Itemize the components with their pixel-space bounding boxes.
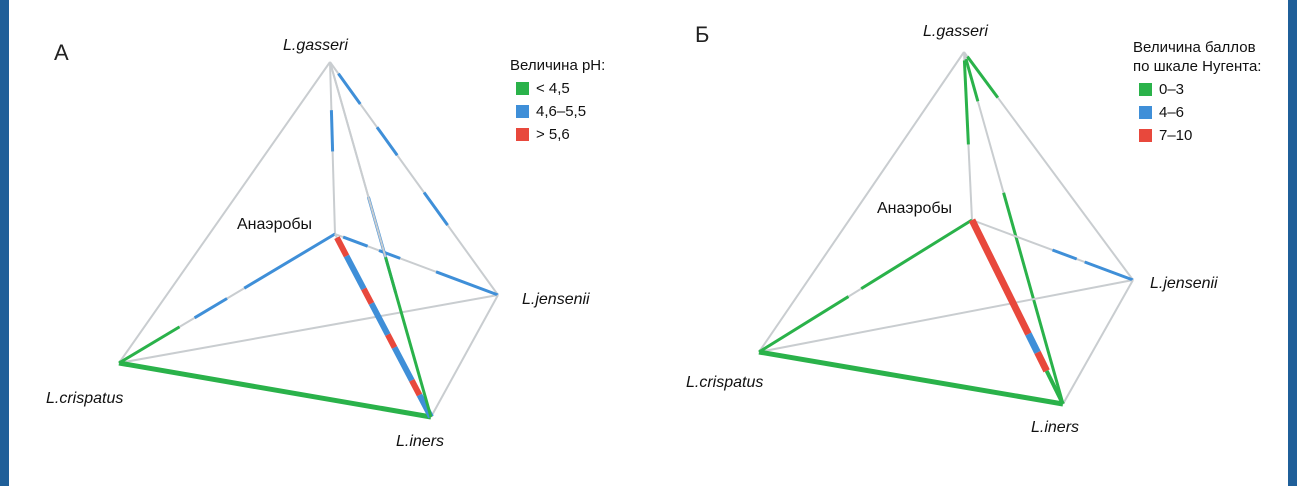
edge-G-C — [758, 51, 965, 353]
legend-item: 4–6 — [1133, 103, 1261, 122]
vertex-label-anaerobes: Анаэробы — [237, 216, 312, 233]
edge-segment-blue — [1025, 332, 1041, 355]
edge-J-I — [1062, 279, 1134, 405]
vertex-label-crispatus: L.crispatus — [686, 374, 763, 391]
page-frame-right — [1288, 0, 1297, 486]
edge-segment-green — [1044, 369, 1065, 405]
legend-item: 0–3 — [1133, 80, 1261, 99]
edge-segment-red — [334, 236, 350, 258]
edge-G-C — [118, 61, 331, 364]
edge-segment-blue — [193, 297, 228, 320]
panel-a-diagram: L.gasseri Анаэробы L.jensenii L.crispatu… — [46, 37, 590, 450]
edge-segment-red — [968, 218, 1032, 336]
legend-swatch-blue — [516, 105, 529, 118]
edge-J-I — [430, 294, 499, 418]
edge-segment-green — [962, 60, 970, 145]
edge-segment-green — [118, 360, 432, 420]
panel-a-edges — [118, 61, 499, 420]
edge-segment-blue — [337, 72, 362, 105]
vertex-label-iners: L.iners — [1031, 419, 1079, 436]
panel-a-letter: А — [54, 40, 69, 65]
legend-title: Величина pH: — [510, 57, 606, 74]
edge-segment-green — [964, 58, 980, 102]
legend-swatch-blue — [1139, 106, 1152, 119]
edge-segment-red — [385, 333, 398, 349]
legend-title-line1: Величина баллов — [1133, 39, 1256, 56]
edge-segment-blue — [368, 302, 391, 337]
legend-swatch-green — [516, 82, 529, 95]
edge-segment-green — [118, 325, 181, 365]
legend-label: > 5,6 — [536, 126, 570, 143]
vertex-label-gasseri: L.gasseri — [923, 23, 988, 40]
legend-label: < 4,5 — [536, 80, 570, 97]
vertex-label-gasseri: L.gasseri — [283, 37, 348, 54]
panel-b-diagram: L.gasseri Анаэробы L.jensenii L.crispatu… — [686, 23, 1218, 436]
vertex-label-crispatus: L.crispatus — [46, 390, 123, 407]
legend-item: 4,6–5,5 — [510, 102, 605, 121]
edge-segment-blue — [422, 191, 449, 226]
panel-a-legend: Величина pH: < 4,5 4,6–5,5 > 5,6 — [510, 56, 605, 144]
legend-label: 7–10 — [1159, 127, 1193, 144]
edge-C-J — [118, 294, 499, 364]
page-frame-left — [0, 0, 9, 486]
panel-b-legend: Величина баллов по шкале Нугента: 0–3 4–… — [1133, 38, 1261, 145]
edge-segment-green — [758, 349, 1064, 407]
edge-segment-blue — [375, 126, 399, 157]
legend-item: < 4,5 — [510, 79, 605, 98]
edge-segment-blue — [329, 110, 335, 152]
edge-segment-red — [409, 379, 423, 397]
legend-swatch-green — [1139, 83, 1152, 96]
panel-b: Б L.gasseri Анаэробы L.jensenii L.crispa… — [655, 14, 1285, 464]
edge-segment-red — [1034, 350, 1050, 373]
edge-segment-blue — [342, 235, 369, 248]
legend-item: 7–10 — [1133, 126, 1261, 145]
edge-segment-blue — [378, 249, 401, 260]
panel-b-edges — [758, 51, 1134, 407]
legend-title-line2: по шкале Нугента: — [1133, 58, 1262, 75]
panel-b-letter: Б — [695, 22, 710, 47]
edge-segment-blue — [1051, 248, 1078, 261]
legend-label: 4–6 — [1159, 104, 1185, 121]
legend-swatch-red — [516, 128, 529, 141]
edge-segment-blue — [435, 270, 499, 297]
edge-segment-blue — [391, 346, 415, 382]
vertex-label-iners: L.iners — [396, 433, 444, 450]
edge-segment-green — [758, 295, 850, 354]
edge-segment-blue — [343, 254, 367, 291]
legend-item: > 5,6 — [510, 125, 605, 144]
vertex-label-anaerobes: Анаэробы — [877, 200, 952, 217]
edge-segment-blue — [243, 232, 336, 290]
panel-a: А L.gasseri Анаэробы L.jensenii L.crispa… — [13, 14, 647, 464]
edge-segment-green — [384, 256, 433, 418]
legend-label: 4,6–5,5 — [536, 103, 587, 120]
legend-swatch-red — [1139, 129, 1152, 142]
legend-label: 0–3 — [1159, 81, 1185, 98]
edge-segment-green — [860, 218, 973, 290]
edge-segment-green — [966, 55, 1000, 99]
edge-C-J — [758, 279, 1134, 353]
vertex-label-jensenii: L.jensenii — [1150, 275, 1218, 292]
edge-segment-red — [361, 287, 375, 305]
edge-segment-blue — [1084, 260, 1134, 282]
vertex-label-jensenii: L.jensenii — [522, 291, 590, 308]
